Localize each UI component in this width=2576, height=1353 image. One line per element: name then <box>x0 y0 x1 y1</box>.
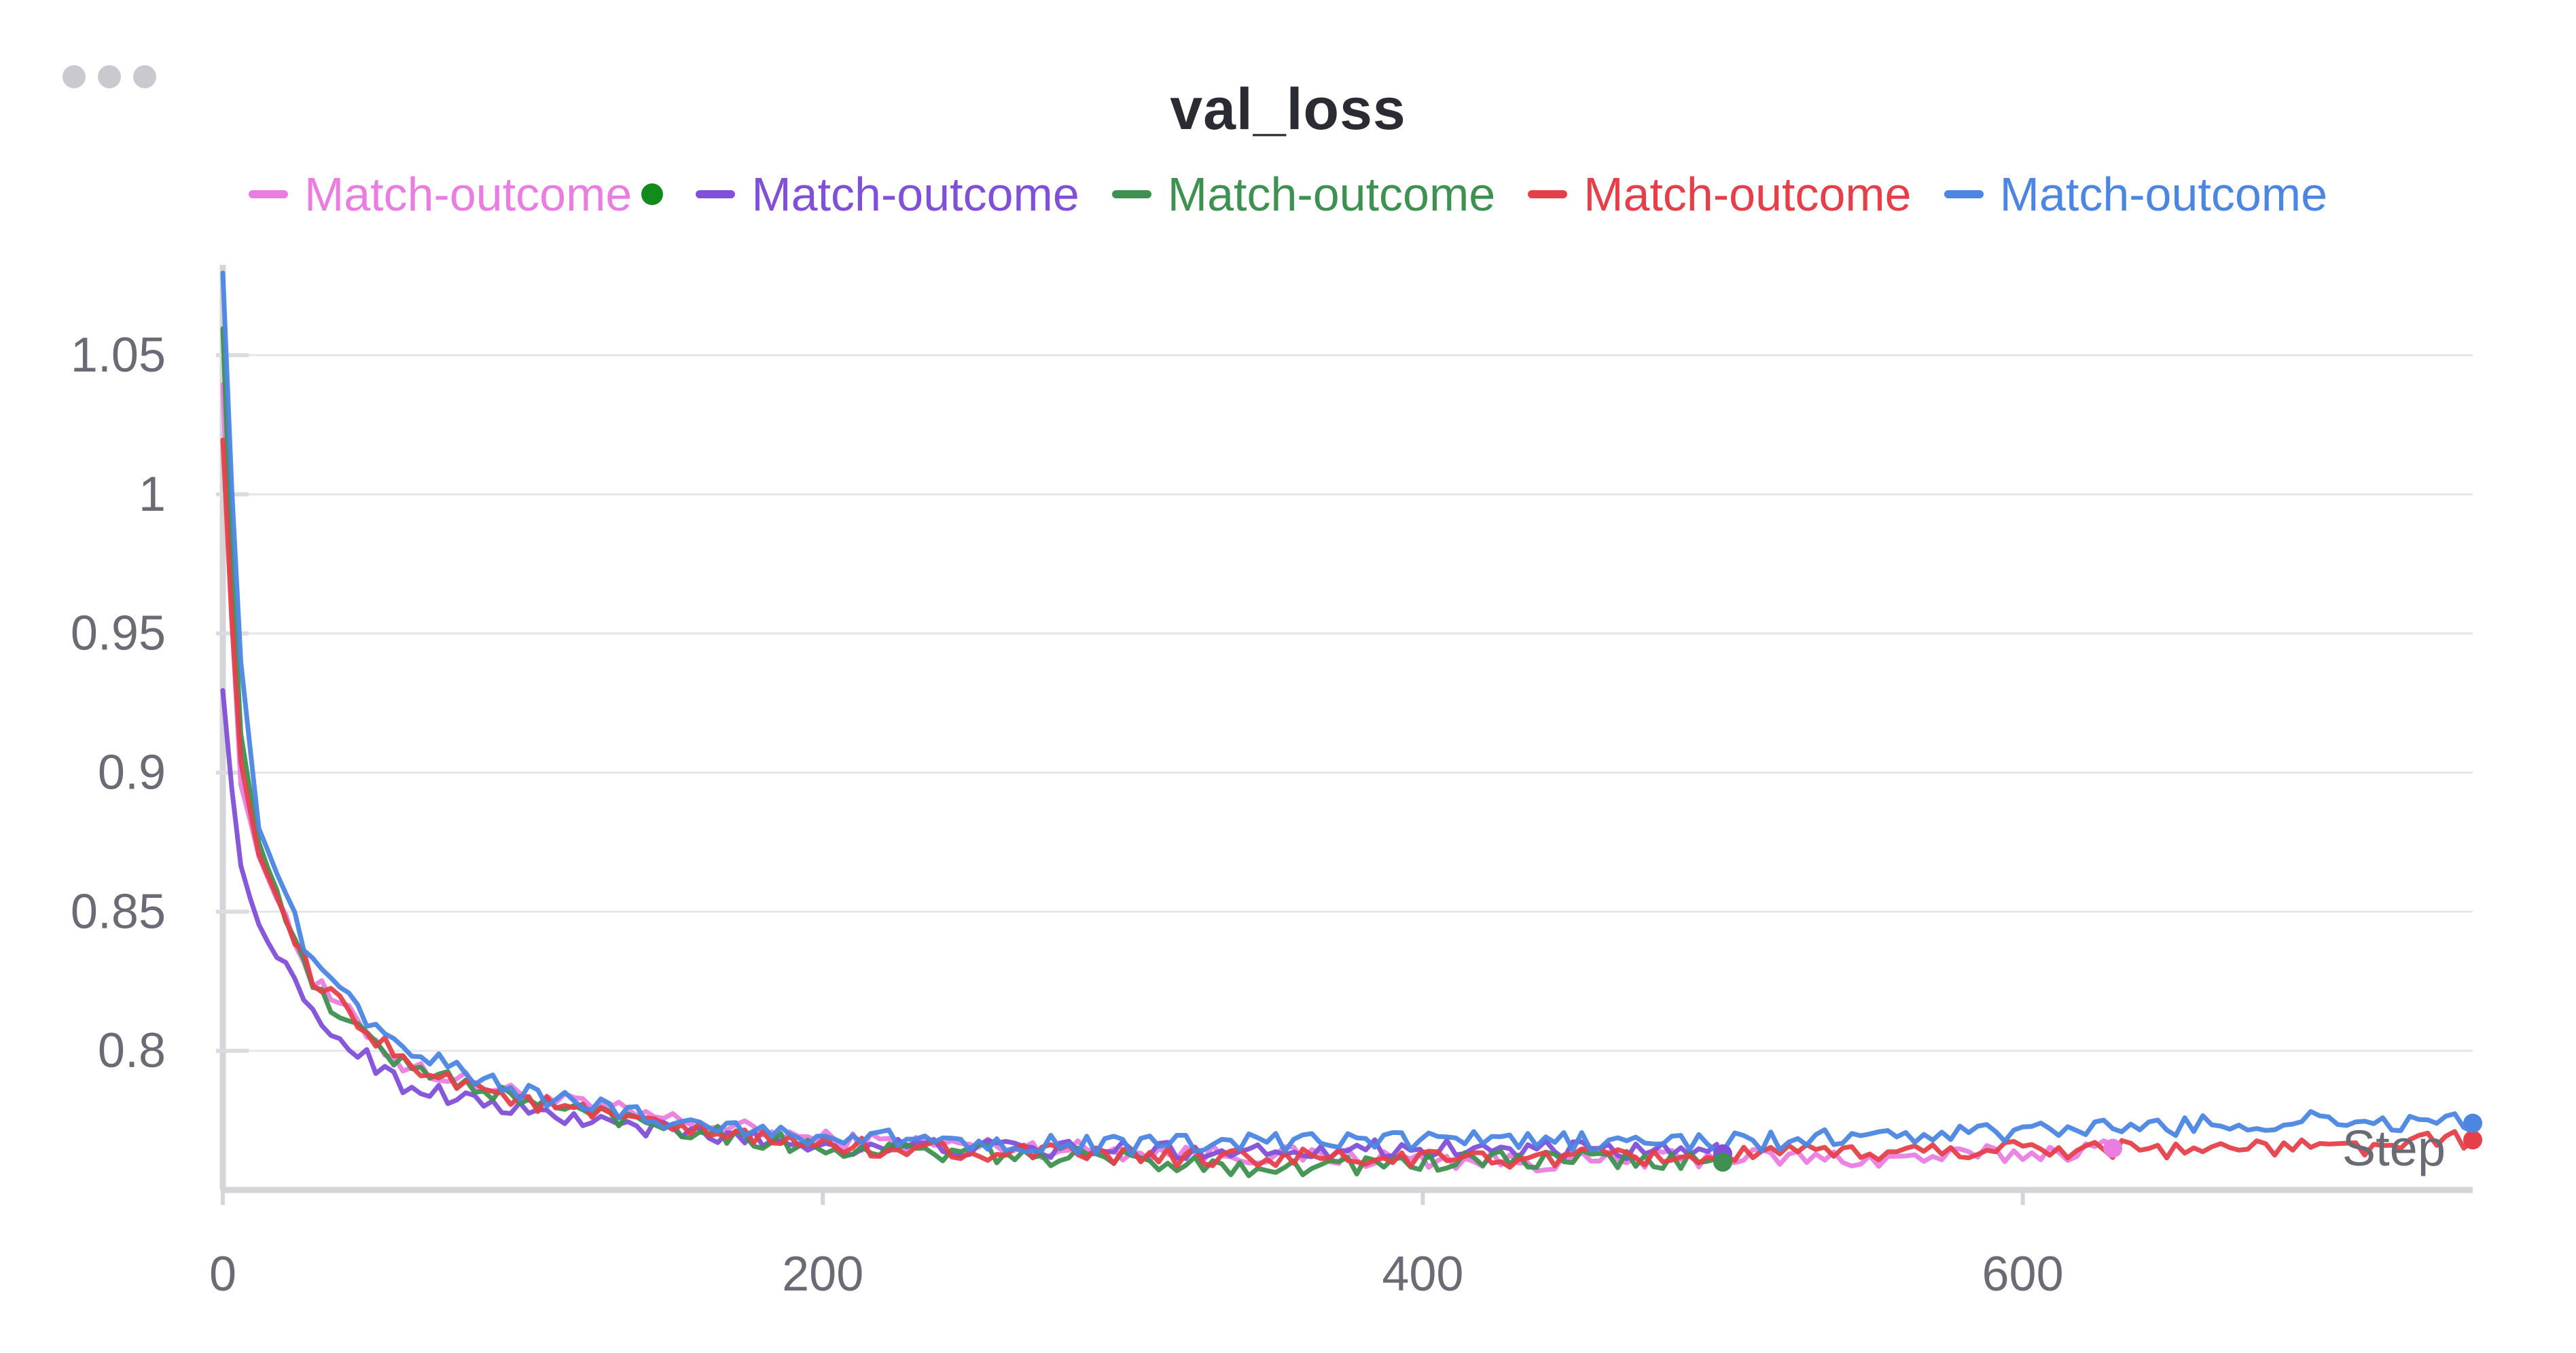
legend-swatch <box>1944 190 1984 198</box>
legend-swatch <box>1111 190 1151 198</box>
x-tick-label: 0 <box>209 1247 236 1301</box>
legend-label: Match-outcome <box>304 168 632 221</box>
legend-item[interactable]: Match-outcome <box>248 167 664 221</box>
legend-swatch <box>1528 190 1568 198</box>
y-tick-label: 1 <box>139 467 166 522</box>
legend-label: Match-outcome <box>1167 168 1496 221</box>
legend-swatch <box>248 190 288 198</box>
legend-label: Match-outcome <box>1999 168 2328 221</box>
series-endpoint-marker <box>2463 1113 2482 1133</box>
legend-item[interactable]: Match-outcome <box>696 167 1079 221</box>
x-axis-ticks: 0 200 400 600 <box>209 1190 2064 1301</box>
series-endpoint-marker <box>1713 1153 1732 1172</box>
legend-label: Match-outcome <box>1584 168 1912 221</box>
chart-legend: Match-outcome Match-outcome Match-outcome M… <box>0 167 2576 221</box>
series-endpoints <box>1713 1113 2482 1172</box>
legend-item[interactable]: Match-outcome <box>1111 167 1496 221</box>
x-tick-label: 400 <box>1382 1247 1463 1301</box>
series-line <box>220 326 1719 1178</box>
menu-dot-icon <box>133 65 156 88</box>
series-endpoint-marker <box>2103 1138 2123 1158</box>
legend-label: Match-outcome <box>751 168 1079 221</box>
y-tick-label: 0.9 <box>98 745 166 799</box>
x-tick-label: 600 <box>1982 1247 2064 1301</box>
y-tick-label: 0.8 <box>98 1024 166 1078</box>
chart-title: val_loss <box>1170 77 1406 142</box>
series-line <box>220 437 2475 1170</box>
y-axis-ticks: 0.8 0.85 0.9 0.95 1 1.05 <box>71 328 249 1078</box>
legend-item[interactable]: Match-outcome <box>1944 167 2327 221</box>
legend-dot-icon <box>641 183 664 205</box>
y-tick-label: 0.95 <box>71 607 166 661</box>
menu-dot-icon <box>98 65 121 88</box>
grid-lines <box>223 354 2473 1052</box>
legend-item[interactable]: Match-outcome <box>1528 167 1912 221</box>
y-tick-label: 0.85 <box>71 884 166 939</box>
series-endpoint-marker <box>2463 1130 2482 1150</box>
panel-menu-button[interactable] <box>62 65 156 88</box>
series-line <box>220 688 1719 1163</box>
series-lines[interactable] <box>220 270 2475 1178</box>
x-tick-label: 200 <box>782 1247 863 1301</box>
series-line <box>220 270 2475 1157</box>
series-line <box>220 382 2115 1174</box>
legend-swatch <box>696 190 736 198</box>
menu-dot-icon <box>62 65 86 88</box>
y-tick-label: 1.05 <box>71 328 166 382</box>
x-axis-label: Step <box>2342 1120 2446 1176</box>
